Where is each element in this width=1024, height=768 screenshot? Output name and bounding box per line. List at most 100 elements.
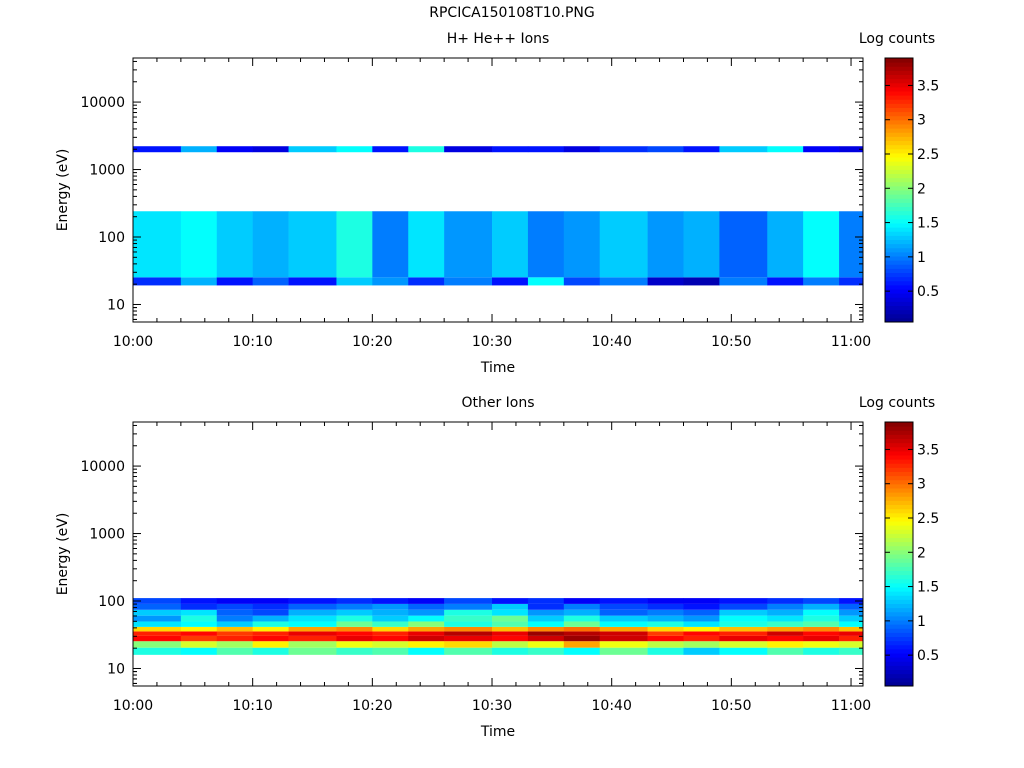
colorbar-tick-label: 2 [917,181,926,197]
heatmap-cell [216,635,253,642]
colorbar-swatch [885,165,913,170]
colorbar-swatch [885,70,913,76]
colorbar-swatch [885,591,913,596]
heatmap-cell [839,277,864,286]
colorbar-swatch [885,632,913,638]
heatmap-cell [492,277,529,286]
heatmap-cell [767,626,804,632]
heatmap-cell [647,641,684,648]
colorbar-label: Log counts [859,395,935,411]
heatmap-cell [372,598,409,604]
heatmap-cell [839,631,864,636]
heatmap-cell [252,277,289,286]
colorbar-tick-label: 1 [917,250,926,266]
heatmap-cell [408,603,445,610]
colorbar-swatch [885,512,913,518]
heatmap-cell [719,603,768,610]
heatmap-cell [492,621,529,627]
heatmap-cell [599,603,648,610]
heatmap-cell [599,598,648,604]
heatmap-cell [336,615,373,622]
heatmap-cell [180,635,218,642]
colorbar-swatch [885,669,913,675]
colorbar-swatch [885,624,913,629]
heatmap-cell [719,615,768,622]
heatmap-cell [444,647,493,655]
colorbar-swatch [885,309,913,315]
colorbar-swatch [885,169,913,175]
colorbar-swatch [885,442,913,448]
heatmap-cell [288,647,337,655]
heatmap-cell [563,631,601,636]
heatmap-cell [683,615,720,622]
heatmap-cell [133,635,182,642]
heatmap-cell [683,211,720,278]
heatmap-cell [408,609,445,616]
heatmap-cell [216,647,253,655]
heatmap-cell [563,635,601,642]
colorbar-swatch [885,264,913,269]
heatmap-cell [803,626,840,632]
heatmap-cell [527,635,565,642]
colorbar-swatch [885,103,913,109]
colorbar-swatch [885,194,913,199]
heatmap-cell [719,211,768,278]
heatmap-cell [444,641,493,648]
heatmap-cell [408,146,445,153]
heatmap-cell [647,609,684,616]
heatmap-cell [599,621,648,627]
colorbar-swatch [885,128,913,133]
colorbar-swatch [885,276,913,282]
x-tick-label: 10:30 [472,698,512,714]
heatmap-cell [647,647,684,655]
heatmap-cell [803,277,840,286]
y-tick-label: 10000 [80,95,125,111]
heatmap-cell [133,609,182,616]
heatmap-cell [647,635,684,642]
heatmap-cell [767,598,804,604]
colorbar-swatch [885,566,913,572]
heatmap-cell [252,647,289,655]
colorbar-swatch [885,111,913,117]
colorbar-swatch [885,161,913,166]
colorbar-swatch [885,293,913,298]
colorbar-swatch [885,648,913,654]
colorbar-swatch [885,496,913,501]
heatmap-cell [336,598,373,604]
heatmap-cell [527,647,565,655]
heatmap-cell [839,598,864,604]
heatmap-cell [133,146,182,153]
colorbar-swatch [885,185,913,191]
colorbar-swatch [885,74,913,80]
colorbar-swatch [885,107,913,113]
heatmap-cell [133,626,182,632]
heatmap-cell [180,603,218,610]
heatmap-cell [336,277,373,286]
heatmap-cell [719,647,768,655]
heatmap-cell [839,626,864,632]
colorbar-tick-label: 1.5 [917,580,939,596]
heatmap-cell [767,211,804,278]
heatmap-cell [252,635,289,642]
x-tick-label: 10:00 [113,334,153,350]
colorbar-swatch [885,157,913,162]
heatmap-cell [803,211,840,278]
colorbar-frame [884,421,914,687]
heatmap-cell [527,609,565,616]
colorbar-swatch [885,570,913,576]
colorbar-swatch [885,603,913,609]
heatmap-cell [336,635,373,642]
colorbar-frame [884,57,914,323]
heatmap-cell [527,621,565,627]
colorbar-swatch [885,677,913,683]
heatmap-cell [372,647,409,655]
colorbar-tick-label: 2.5 [917,511,939,527]
heatmap-cell [288,626,337,632]
colorbar-swatch [885,529,913,534]
heatmap-cell [336,626,373,632]
heatmap-cell [492,598,529,604]
heatmap-cell [683,631,720,636]
heatmap-cell [492,635,529,642]
heatmap-cell [767,631,804,636]
heatmap-cell [216,598,253,604]
